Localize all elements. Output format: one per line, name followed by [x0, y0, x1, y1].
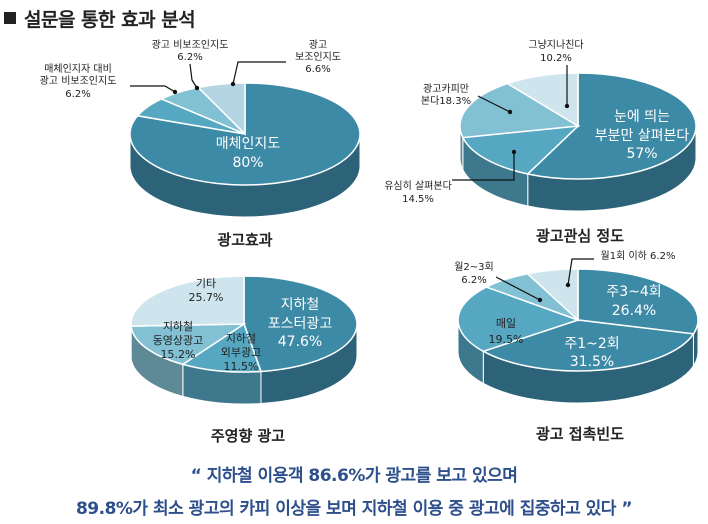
slice-label: 광고카피만: [423, 83, 469, 95]
slice-label: 지하철: [163, 319, 193, 333]
slice-label: 광고: [309, 39, 327, 51]
leader-line: [130, 85, 176, 93]
summary-quote-line1: “ 지하철 이용객 86.6%가 광고를 보고 있으며: [190, 466, 518, 486]
slice-label: 보조인지도: [295, 51, 341, 63]
slice-label: 부분만 살펴본다: [595, 128, 690, 144]
leader-dot: [507, 109, 513, 115]
pie3-slice-1: [181, 322, 263, 373]
pie4-slice-0: [577, 268, 699, 335]
slice-label: 19.5%: [489, 333, 524, 346]
square-bullet-icon: [4, 12, 16, 24]
leader-dot: [565, 282, 571, 288]
leader-dot: [230, 81, 236, 87]
leader-dot: [564, 103, 570, 109]
slice-label: 주3~4회: [606, 284, 661, 300]
summary-quote-line2: 89.8%가 최소 광고의 카피 이상을 보며 지하철 이용 중 광고에 집중하…: [75, 499, 633, 519]
pie4-slice-1: [481, 319, 695, 372]
slice-label: 광고 비보조인지도: [152, 39, 229, 51]
slice-label: 11.5%: [224, 360, 259, 373]
leader-line: [495, 276, 541, 301]
slice-label: 포스터광고: [268, 316, 333, 332]
leader-dot: [172, 89, 178, 95]
chart-title-1: 광고효과: [217, 231, 272, 249]
slice-label: 매체인지자 대비: [44, 63, 112, 75]
slice-label: 동영상광고: [153, 334, 204, 347]
slice-label: 눈에 띄는: [614, 109, 670, 125]
slice-label: 10.2%: [540, 53, 572, 64]
chart-title-2: 광고관심 정도: [536, 227, 624, 245]
leader-line: [232, 61, 286, 85]
slice-label: 6.2%: [461, 275, 486, 286]
pie3-slice-3: [130, 275, 245, 327]
pie3-slice-0: [243, 275, 358, 373]
slice-label: 57%: [626, 146, 657, 162]
slice-label: 25.7%: [189, 291, 224, 304]
slice-label: 지하철: [226, 331, 256, 345]
leader-line: [452, 152, 515, 181]
slice-label: 기타: [196, 277, 216, 290]
slice-label: 주1~2회: [564, 336, 619, 352]
slice-label: 6.6%: [305, 64, 330, 75]
slice-label: 월1회 이하 6.2%: [601, 249, 676, 262]
leader-line: [189, 63, 198, 89]
slice-label: 매일: [496, 316, 516, 330]
slice-label: 31.5%: [570, 354, 614, 370]
slice-label: 그냥지나친다: [528, 39, 583, 51]
slice-label: 26.4%: [612, 303, 656, 319]
slice-label: 6.2%: [177, 52, 202, 63]
slice-label: 6.2%: [65, 89, 90, 100]
slice-label: 매체인지도: [216, 136, 281, 152]
leader-line: [477, 95, 511, 113]
slice-label: 외부광고: [221, 346, 261, 359]
pie2-slice-2: [459, 82, 581, 139]
slice-label: 유심히 살펴본다: [384, 180, 452, 192]
slice-label: 월2~3회: [454, 261, 494, 273]
pie2-slice-0: [526, 72, 697, 180]
leader-dot: [511, 149, 517, 155]
pie4-slice-4: [525, 268, 579, 322]
page-title: 설문을 통한 효과 분석: [24, 8, 196, 31]
pie3-slice-2: [130, 323, 247, 366]
pie4-slice-2: [457, 286, 581, 353]
chart-title-3: 주영향 광고: [211, 427, 285, 445]
leader-line: [567, 258, 594, 286]
pie2-slice-1: [461, 125, 581, 175]
slice-label: 지하철: [281, 297, 320, 313]
chart-title-4: 광고 접촉빈도: [536, 425, 624, 443]
leader-dot: [537, 297, 543, 303]
pie2-slice-3: [505, 72, 579, 128]
slice-label: 본다18.3%: [421, 95, 471, 107]
slice-label: 광고 비보조인지도: [40, 75, 117, 87]
section-header: 설문을 통한 효과 분석: [4, 6, 196, 31]
slice-label: 15.2%: [161, 348, 196, 361]
leader-dot: [194, 85, 200, 91]
slice-label: 14.5%: [402, 194, 434, 205]
slice-label: 47.6%: [278, 334, 322, 350]
slice-label: 80%: [232, 155, 263, 171]
